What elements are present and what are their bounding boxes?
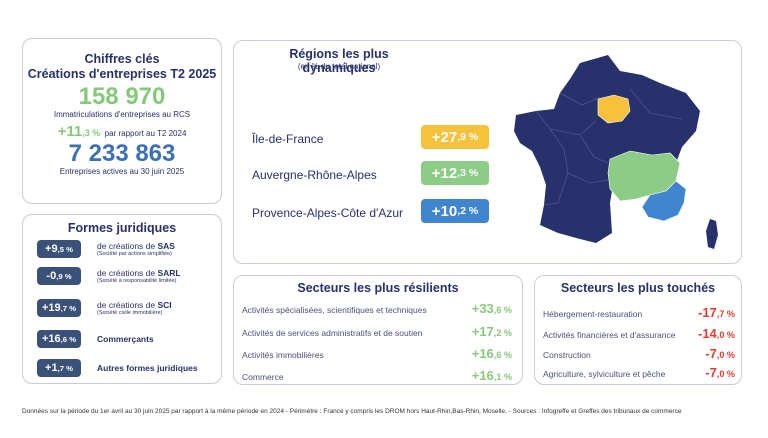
map-corsica: [706, 219, 718, 249]
sector-row: Hébergement-restauration -17,7 %: [543, 305, 735, 320]
legal-forms-card: Formes juridiques +9,5 % de créations de…: [22, 214, 222, 384]
active-companies-value: 7 233 863: [68, 140, 176, 167]
growth-label: par rapport au T2 2024: [104, 129, 187, 138]
region-name-paca: Provence-Alpes-Côte d'Azur: [252, 206, 404, 220]
footer-note: Données sur la période du 1er avril au 3…: [22, 408, 682, 415]
registrations-label: Immatriculations d'entreprises au RCS: [53, 110, 191, 119]
regions-title: Régions les plus dynamiques: [289, 47, 389, 75]
legal-form-badge: -0,9 %: [37, 267, 81, 285]
region-badge-idf: +27,9 %: [421, 125, 489, 149]
active-companies-label: Entreprises actives au 30 juin 2025: [59, 167, 185, 176]
growth-line: +11,3 % par rapport au T2 2024: [23, 123, 221, 140]
sector-row: Agriculture, sylviculture et pêche -7,0 …: [543, 365, 735, 380]
map-region-idf: [597, 94, 631, 124]
region-badge-ara: +12,3 %: [421, 161, 489, 185]
legal-form-row: -0,9 % de créations de SARL (Société à re…: [37, 267, 181, 285]
legal-form-badge: +19,7 %: [37, 299, 81, 317]
regions-subtitle: (en % du total national): [297, 62, 381, 71]
hit-sectors-card: Secteurs les plus touchés Hébergement-re…: [534, 275, 742, 385]
registrations-value: 158 970: [78, 83, 166, 110]
france-map: [514, 55, 718, 249]
region-name-idf: Île-de-France: [252, 132, 324, 146]
growth-value: +11: [57, 123, 83, 140]
sector-row: Activités immobilières +16,6 %: [242, 346, 512, 361]
sector-row: Construction -7,0 %: [543, 346, 735, 361]
regions-card: Régions les plus dynamiques (en % du tot…: [233, 40, 742, 264]
key-figures-title-line1: Chiffres clés: [84, 52, 160, 66]
sector-row: Commerce +16,1 %: [242, 368, 512, 383]
key-figures-card: Chiffres clés Créations d'entreprises T2…: [22, 38, 222, 204]
legal-form-row: +19,7 % de créations de SCI (Société civi…: [37, 299, 172, 317]
sector-row: Activités spécialisées, scientifiques et…: [242, 301, 512, 316]
sector-row: Activités de services administratifs et …: [242, 324, 512, 339]
resilient-sectors-title: Secteurs les plus résilients: [297, 281, 459, 295]
legal-form-row: +16,6 % Commerçants: [37, 330, 154, 348]
map-region-paca: [641, 180, 687, 222]
region-name-ara: Auvergne-Rhône-Alpes: [252, 168, 377, 182]
hit-sectors-title: Secteurs les plus touchés: [560, 281, 716, 295]
key-figures-title: Chiffres clés Créations d'entreprises T2…: [23, 52, 221, 82]
growth-decimal: ,3 %: [82, 128, 101, 138]
region-borders: [535, 88, 683, 206]
legal-form-badge: +16,6 %: [37, 330, 81, 348]
sector-row: Activités financières et d'assurance -14…: [543, 326, 735, 341]
key-figures-title-line2: Créations d'entreprises T2 2025: [27, 67, 217, 81]
resilient-sectors-card: Secteurs les plus résilients Activités s…: [233, 275, 523, 385]
legal-form-row: +1,7 % Autres formes juridiques: [37, 359, 198, 377]
region-badge-paca: +10,2 %: [421, 199, 489, 223]
legal-form-badge: +9,5 %: [37, 240, 81, 258]
legal-forms-title: Formes juridiques: [67, 221, 177, 235]
legal-form-badge: +1,7 %: [37, 359, 81, 377]
legal-form-row: +9,5 % de créations de SAS (Société par a…: [37, 240, 175, 258]
